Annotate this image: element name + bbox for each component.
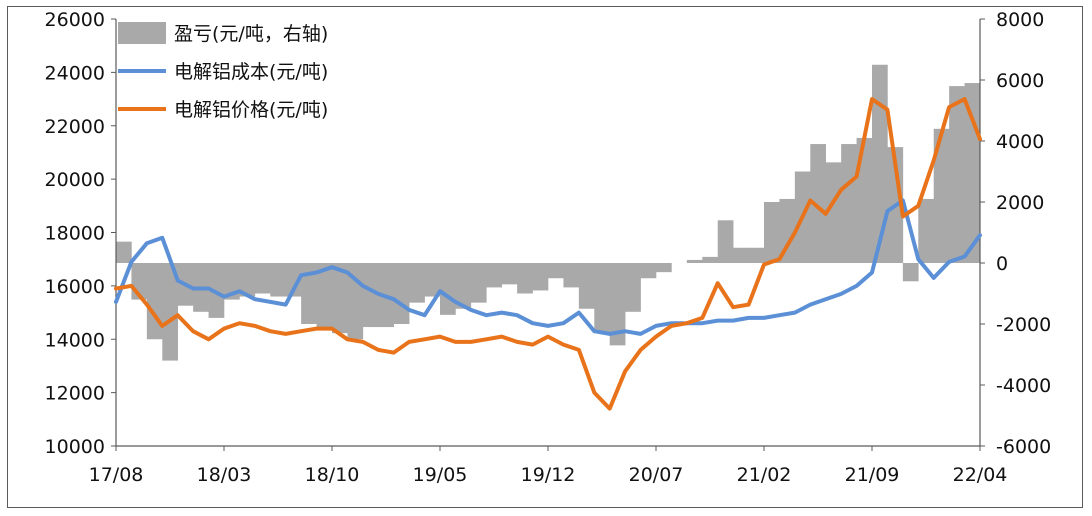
profit-bar [162,263,179,361]
profit-bar [656,263,672,273]
profit-bar [717,220,734,263]
left-axis-tick-label: 26000 [45,9,105,31]
x-axis-tick-label: 18/03 [197,464,252,486]
left-axis-tick-label: 10000 [45,436,105,458]
price-series-line [114,97,982,411]
profit-bar [440,263,456,315]
profit-bar [841,144,857,263]
legend-label-cost: 电解铝成本(元/吨) [174,61,328,83]
profit-bar [918,198,935,263]
profit-bar [933,128,950,263]
x-axis-tick-label: 20/07 [629,464,684,486]
left-axis-tick-label: 20000 [45,169,105,191]
profit-bar [455,263,472,309]
profit-bar [501,263,518,285]
profit-bar [393,263,410,324]
profit-bar [116,241,132,263]
right-axis-tick-label: 2000 [996,192,1044,214]
profit-bar [733,247,749,263]
profit-bar [578,263,595,309]
profit-bar [270,263,287,297]
profit-bar [301,263,317,324]
profit-bar [902,263,919,282]
profit-bar [239,263,256,297]
profit-bar [856,137,873,263]
profit-bar [316,263,333,328]
right-axis-tick-label: -4000 [996,375,1051,397]
profit-bar [532,263,549,291]
x-axis-tick-label: 22/04 [953,464,1008,486]
profit-bar [625,263,641,312]
profit-bar [424,263,441,297]
right-axis-tick-label: 0 [996,253,1008,275]
profit-bar [548,263,564,279]
profit-bar [486,263,503,288]
x-axis-tick-label: 21/09 [845,464,900,486]
x-axis-tick-label: 17/08 [89,464,144,486]
left-axis-tick-label: 18000 [45,223,105,245]
profit-bar [764,202,780,263]
profit-bar [748,247,765,263]
profit-bar [779,198,796,263]
profit-bar [563,263,580,288]
x-axis-tick-label: 18/10 [305,464,360,486]
x-axis-tick-label: 19/05 [413,464,468,486]
profit-bar [640,263,657,279]
legend-label-profit: 盈亏(元/吨，右轴) [174,23,328,45]
profit-bar [949,86,965,263]
profit-bar [362,263,379,328]
legend: 盈亏(元/吨，右轴) 电解铝成本(元/吨) 电解铝价格(元/吨) [118,22,328,121]
profit-area-layer [116,64,981,361]
cost-series-line [114,198,982,336]
profit-bar [702,256,719,263]
left-axis-tick-label: 16000 [45,276,105,298]
right-axis-tick-label: 8000 [996,9,1044,31]
left-axis-tick-label: 22000 [45,116,105,138]
chart-frame [7,6,1083,508]
profit-bar [594,263,611,334]
profit-bar [872,64,888,263]
x-axis-tick-label: 19/12 [521,464,576,486]
right-axis-tick-label: -2000 [996,314,1051,336]
profit-bar [146,263,163,340]
right-axis-tick-label: 4000 [996,131,1044,153]
legend-swatch-profit [118,22,166,44]
axes-layer: 1000012000140001600018000200002200024000… [45,9,1052,486]
lines-layer [114,97,982,411]
right-axis-tick-label: 6000 [996,70,1044,92]
right-axis-tick-label: -6000 [996,436,1051,458]
x-axis-tick-label: 21/02 [737,464,792,486]
profit-bar [470,263,487,303]
legend-label-price: 电解铝价格(元/吨) [174,99,328,121]
profit-bar [686,259,703,263]
left-axis-tick-label: 14000 [45,329,105,351]
profit-bar [332,263,348,334]
left-axis-tick-label: 12000 [45,383,105,405]
profit-bar [825,162,842,263]
profit-bar [810,144,827,263]
profit-bar [285,263,302,297]
profit-bar [254,263,271,294]
left-axis-tick-label: 24000 [45,62,105,84]
profit-bar [409,263,425,303]
profit-bar [609,263,626,346]
profit-bar [517,263,533,294]
